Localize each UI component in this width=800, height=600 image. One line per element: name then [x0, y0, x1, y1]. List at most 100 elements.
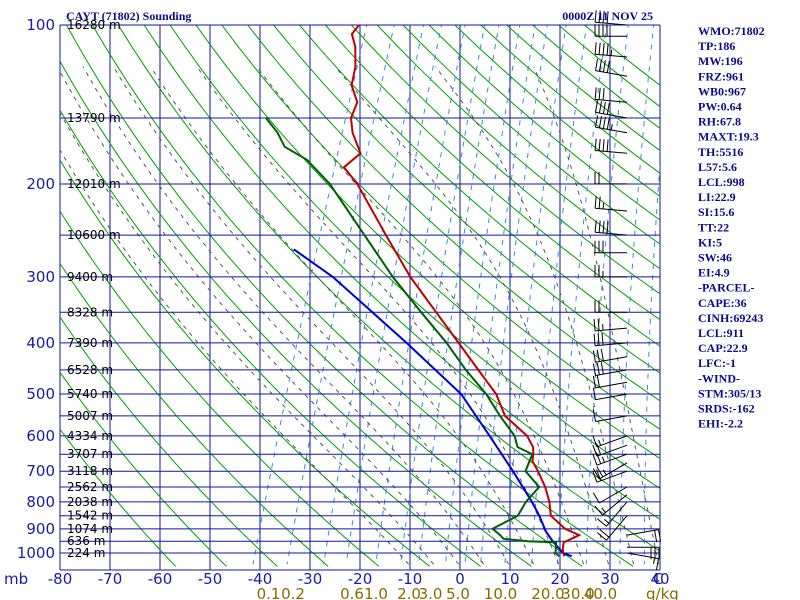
wind-barb-feather: [606, 221, 609, 234]
temperature-tick-label: -70: [98, 570, 123, 588]
wind-barb-feather: [596, 362, 600, 375]
dry-adiabat: [531, 25, 660, 130]
wind-barb: [627, 546, 660, 560]
wind-barb-feather: [606, 60, 610, 73]
height-label: 10600 m: [67, 228, 121, 242]
wind-barb-half-feather: [602, 469, 607, 476]
temperature-tick-label: -20: [348, 570, 373, 588]
wind-barb: [594, 264, 627, 278]
moist-adiabat: [435, 66, 635, 565]
mixing-ratio-line: [531, 25, 588, 565]
temperature-tick-label: -60: [148, 570, 173, 588]
wind-barb: [596, 501, 628, 527]
temperature-tick-label: 30: [600, 570, 619, 588]
wind-barb: [595, 58, 628, 77]
wind-barb-half-feather: [610, 49, 613, 56]
index-row: EI:4.9: [698, 266, 730, 280]
wind-barb-staff: [599, 462, 628, 480]
isotherm-grid: [59, 25, 661, 570]
wind-barb-feather: [592, 468, 600, 480]
temperature-tick-label: 40: [650, 570, 669, 588]
height-label: 4334 m: [67, 429, 113, 443]
index-row: WB0:967: [698, 84, 746, 98]
wind-barb-feather: [601, 332, 604, 346]
index-row: LFC:-1: [698, 356, 736, 370]
wind-barb: [592, 349, 628, 363]
wind-barb-staff: [606, 515, 628, 541]
mixing-ratio-line: [286, 25, 395, 565]
wind-barbs: [592, 10, 662, 571]
wind-barb-half-feather: [601, 456, 605, 463]
pressure-labels: 100 200 300 400 500 600 700 800 900 1000: [17, 16, 55, 562]
dry-adiabat: [60, 210, 380, 567]
wind-barb-feather: [594, 42, 597, 55]
temperature-tick-label: -80: [48, 570, 73, 588]
index-row: KI:5: [698, 235, 722, 249]
height-label: 2562 m: [67, 480, 113, 494]
dry-adiabat: [221, 25, 660, 430]
height-label: 13790 m: [67, 111, 121, 125]
index-row: TP:186: [698, 39, 735, 53]
dry-adiabat: [583, 25, 660, 86]
mixing-ratio-labels: 0.1 0.2 0.6 1.0 2.03.0 5.0 10.0 20.030.040.0: [257, 585, 618, 600]
pressure-label: 1000: [17, 544, 55, 562]
index-row: SRDS:-162: [698, 402, 755, 416]
index-row: TT:22: [698, 220, 729, 234]
wind-barb-feather: [594, 87, 597, 100]
wind-barb-staff: [595, 21, 628, 26]
wind-barb: [592, 409, 628, 422]
pressure-label: 500: [26, 385, 55, 403]
wind-barb-feather: [600, 362, 604, 375]
mixing-ratio-line: [375, 25, 466, 565]
index-row: -WIND-: [698, 371, 740, 385]
mixing-ratio-line: [323, 25, 425, 565]
wind-barb: [594, 138, 628, 154]
wind-barb-feather: [592, 492, 600, 504]
wind-barb-staff: [595, 231, 628, 236]
temperature-tick-label: 0: [455, 570, 465, 588]
wind-barb-staff: [606, 501, 628, 527]
wind-barb-staff: [595, 342, 628, 347]
height-label: 7390 m: [67, 336, 113, 350]
wind-barb-feather: [594, 220, 597, 233]
wind-barb-staff: [595, 98, 628, 103]
pressure-label: 800: [26, 493, 55, 511]
dry-adiabat: [272, 25, 660, 374]
wind-barb-staff: [595, 111, 628, 119]
wind-barb-feather: [592, 409, 596, 422]
wind-barb-staff: [596, 470, 628, 483]
wind-barb-feather: [596, 518, 607, 527]
wind-barb-feather: [606, 102, 610, 115]
mixing-ratio-label: 1.0: [364, 585, 388, 600]
wind-barb-staff: [595, 207, 628, 212]
wind-barb-feather: [655, 558, 659, 571]
temperature-tick-label: -10: [398, 570, 423, 588]
wind-barb: [595, 115, 628, 134]
wind-barb-feather: [596, 375, 600, 388]
wind-barb-feather: [596, 443, 602, 455]
mixing-ratio-line: [444, 25, 521, 565]
wind-barb-feather: [606, 117, 610, 130]
height-label: 5007 m: [67, 409, 113, 423]
index-row: EHI:-2.2: [698, 417, 743, 431]
moist-adiabat: [150, 66, 535, 565]
height-label: 224 m: [67, 546, 105, 560]
wind-barb-staff: [595, 356, 628, 363]
wind-barb-feather: [599, 529, 610, 538]
wind-barb: [594, 240, 627, 254]
pressure-unit-label: mb: [4, 570, 28, 588]
wind-barb-feather: [595, 58, 599, 71]
wind-barb: [594, 42, 628, 58]
wind-barb-half-feather: [601, 507, 606, 513]
wind-barb-staff: [602, 494, 628, 516]
dry-adiabat: [350, 25, 660, 295]
dry-adiabat: [143, 25, 660, 520]
wind-barb: [594, 24, 627, 37]
temperature-tick-label: -30: [298, 570, 323, 588]
wind-barb: [594, 220, 628, 236]
moist-adiabats: [60, 66, 660, 565]
index-row: PW:0.64: [698, 100, 742, 114]
mixing-ratio-label: 3.0: [419, 585, 443, 600]
wind-barb-feather: [658, 529, 662, 542]
wind-barb-feather: [596, 532, 607, 541]
